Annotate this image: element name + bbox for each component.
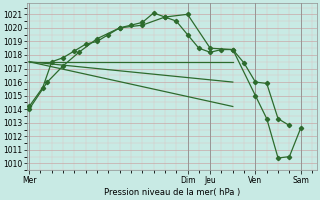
X-axis label: Pression niveau de la mer( hPa ): Pression niveau de la mer( hPa ) — [104, 188, 240, 197]
